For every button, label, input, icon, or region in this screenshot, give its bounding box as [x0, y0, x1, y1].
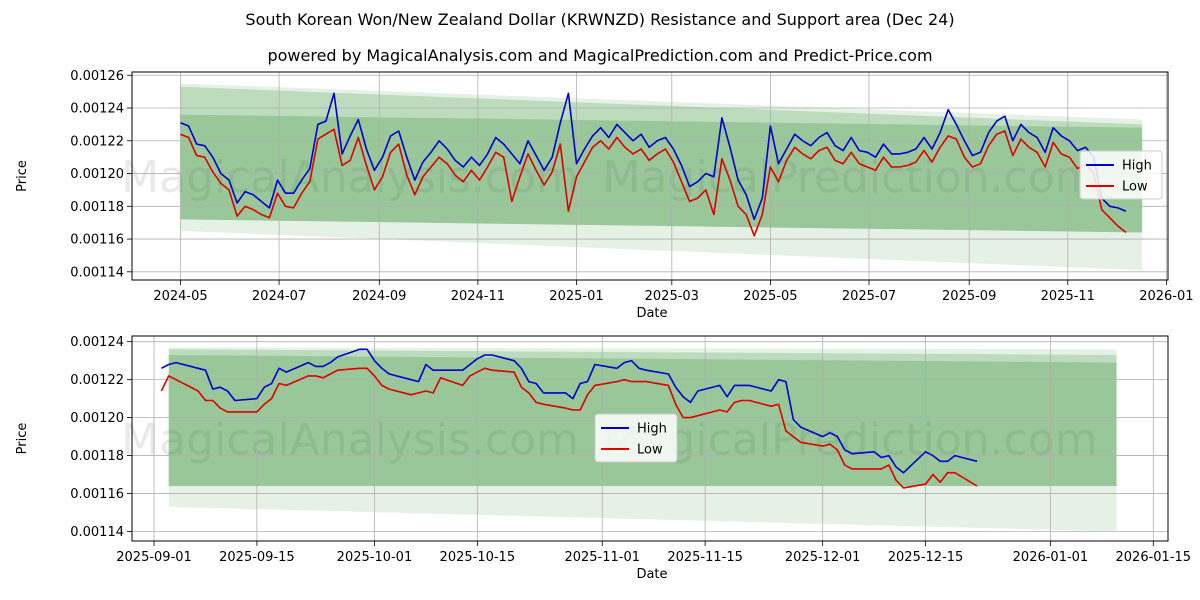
x-tick-label: 2026-01-15	[1116, 550, 1192, 565]
y-tick-label: 0.00116	[70, 233, 124, 248]
chart-bottom: MagicalAnalysis.com MagicalPrediction.com…	[15, 335, 1191, 582]
watermark-text: MagicalAnalysis.com	[121, 415, 579, 466]
x-tick-label: 2025-11-15	[667, 550, 743, 565]
legend-label-low: Low	[1122, 180, 1148, 195]
x-tick-label: 2025-10-15	[440, 550, 516, 565]
legend-label-low: Low	[637, 443, 663, 458]
series-line-low	[180, 128, 1127, 237]
x-axis-label: Date	[636, 306, 667, 321]
y-tick-label: 0.00126	[70, 69, 124, 84]
x-tick-label: 2024-07	[252, 289, 306, 304]
x-tick-label: 2025-09	[942, 289, 996, 304]
x-tick-label: 2025-12-15	[888, 550, 964, 565]
x-tick-label: 2025-05	[743, 289, 797, 304]
x-tick-label: 2024-05	[153, 289, 207, 304]
series-line-high	[161, 348, 978, 474]
legend-label-high: High	[637, 422, 667, 437]
y-axis-label: Price	[15, 160, 30, 192]
chart-subtitle: powered by MagicalAnalysis.com and Magic…	[267, 46, 933, 65]
y-tick-label: 0.00114	[70, 265, 124, 280]
y-tick-label: 0.00120	[70, 411, 124, 426]
y-tick-label: 0.00114	[70, 525, 124, 540]
watermark-text: MagicalPrediction.com	[603, 152, 1098, 203]
series-line-high	[180, 92, 1127, 221]
x-tick-label: 2026-01	[1139, 289, 1193, 304]
y-tick-label: 0.00120	[70, 167, 124, 182]
y-tick-label: 0.00118	[70, 200, 124, 215]
y-tick-label: 0.00122	[70, 373, 124, 388]
x-tick-label: 2025-01	[549, 289, 603, 304]
y-tick-label: 0.00124	[70, 335, 124, 350]
support-resistance-band	[180, 83, 1143, 271]
legend-label-high: High	[1122, 159, 1152, 174]
x-tick-label: 2025-07	[842, 289, 896, 304]
y-tick-label: 0.00118	[70, 449, 124, 464]
chart-top: MagicalAnalysis.com MagicalPrediction.com…	[15, 69, 1194, 321]
x-tick-label: 2024-09	[352, 289, 406, 304]
x-tick-label: 2025-09-15	[219, 550, 295, 565]
x-tick-label: 2025-11	[1041, 289, 1095, 304]
x-tick-label: 2025-10-01	[337, 550, 413, 565]
y-tick-label: 0.00116	[70, 487, 124, 502]
chart-title: South Korean Won/New Zealand Dollar (KRW…	[245, 10, 955, 29]
x-tick-label: 2025-03	[645, 289, 699, 304]
y-tick-label: 0.00124	[70, 102, 124, 117]
support-resistance-band	[180, 86, 1143, 233]
y-tick-label: 0.00122	[70, 134, 124, 149]
plot-frame	[131, 335, 1169, 542]
x-tick-label: 2024-11	[451, 289, 505, 304]
x-tick-label: 2025-11-01	[564, 550, 640, 565]
x-axis-label: Date	[636, 567, 667, 582]
x-tick-label: 2025-09-01	[116, 550, 192, 565]
x-tick-label: 2025-12-01	[785, 550, 861, 565]
series-line-low	[160, 367, 978, 489]
watermark-text: MagicalPrediction.com	[603, 415, 1098, 466]
plot-frame	[131, 71, 1169, 281]
y-axis-label: Price	[15, 423, 30, 455]
x-tick-label: 2026-01-01	[1013, 550, 1089, 565]
